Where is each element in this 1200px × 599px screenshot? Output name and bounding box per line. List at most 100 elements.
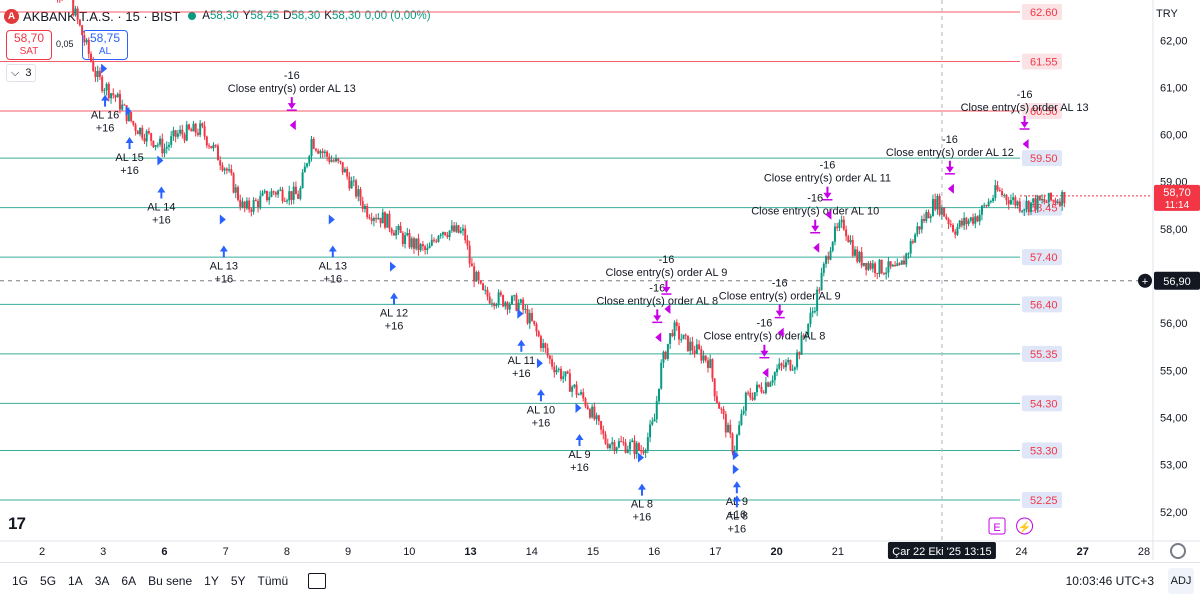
candle-body <box>317 150 320 154</box>
candle-body <box>397 225 400 231</box>
candle-body <box>675 322 678 327</box>
candle-body <box>372 217 375 221</box>
settings-gear-icon[interactable] <box>1170 543 1186 559</box>
candle-body <box>147 131 150 134</box>
candle-body <box>633 440 636 455</box>
candle-body <box>916 226 919 235</box>
buy-entry-marker <box>390 261 397 272</box>
level-badge <box>1022 395 1062 412</box>
candle-body <box>642 451 645 454</box>
candle-body <box>136 130 139 135</box>
candle-body <box>798 352 801 355</box>
range-button-5[interactable]: Bu sene <box>148 574 193 588</box>
candle-body <box>865 262 868 270</box>
candle-body <box>1014 197 1017 206</box>
range-button-2[interactable]: 1A <box>68 574 83 588</box>
range-button-7[interactable]: 5Y <box>230 574 246 588</box>
tradingview-logo-icon[interactable]: 17 <box>8 514 26 533</box>
candle-body <box>370 218 373 221</box>
adj-button[interactable]: ADJ <box>1168 568 1194 594</box>
range-button-1[interactable]: 5G <box>40 574 57 588</box>
candle-body <box>225 168 228 171</box>
candle-body <box>508 304 511 310</box>
candle-body <box>519 299 522 303</box>
candle-body <box>686 335 689 351</box>
candle-body <box>375 217 378 220</box>
candle-body <box>145 131 148 142</box>
calendar-icon[interactable] <box>308 573 327 589</box>
candle-body <box>867 263 870 270</box>
close-arrow-icon <box>775 304 784 317</box>
candle-body <box>577 394 580 396</box>
candle-body <box>263 190 266 193</box>
price-chart[interactable]: 62,0061,0060,0059,0058,0057,0056,0055,00… <box>0 0 1200 560</box>
candle-body <box>889 261 892 267</box>
buy-arrow-icon <box>732 495 741 508</box>
candle-body <box>428 245 431 249</box>
candle-body <box>279 189 282 191</box>
range-button-6[interactable]: 1Y <box>204 574 219 588</box>
x-tick-label: 21 <box>832 546 844 558</box>
currency-label[interactable]: TRY <box>1156 8 1178 20</box>
buy-button[interactable]: 58,75 AL <box>82 30 128 60</box>
candle-body <box>840 219 843 223</box>
candle-body <box>381 212 384 224</box>
candle-body <box>1007 200 1010 205</box>
candle-body <box>159 138 162 145</box>
buy-arrow-icon <box>536 389 545 402</box>
market-open-dot-icon <box>188 12 197 20</box>
candle-body <box>635 443 638 455</box>
candle-body <box>767 382 770 387</box>
candle-body <box>174 130 177 137</box>
close-qty: -16 <box>807 193 823 205</box>
candle-body <box>107 83 110 99</box>
range-button-4[interactable]: 6A <box>121 574 137 588</box>
buy-label: AL 15 <box>115 152 143 164</box>
candle-body <box>531 313 534 321</box>
clock-readout[interactable]: 10:03:46 UTC+3 <box>1065 574 1154 588</box>
candle-body <box>464 228 467 241</box>
candle-body <box>985 205 988 207</box>
candle-body <box>898 263 901 265</box>
buy-entry-marker <box>732 450 739 461</box>
candle-body <box>649 424 652 438</box>
candle-body <box>800 335 803 355</box>
candle-body <box>337 158 340 161</box>
candle-body <box>346 168 349 177</box>
candle-body <box>1043 198 1046 202</box>
x-tick-label: 20 <box>771 546 783 558</box>
candle-body <box>974 216 977 224</box>
candle-body <box>475 272 478 282</box>
candle-body <box>203 126 206 137</box>
candle-body <box>960 220 963 226</box>
candle-body <box>98 70 101 77</box>
candle-body <box>849 240 852 243</box>
candle-body <box>914 234 917 243</box>
crosshair-date-badge <box>887 542 996 559</box>
candle-body <box>141 127 144 139</box>
candle-body <box>76 8 79 20</box>
candle-body <box>646 437 649 450</box>
candle-body <box>829 250 832 260</box>
close-arrow-icon <box>1020 116 1029 129</box>
candle-body <box>755 384 758 393</box>
close-qty: -16 <box>772 278 788 290</box>
candle-body <box>624 442 627 453</box>
candle-body <box>1045 201 1048 203</box>
buy-qty: +16 <box>385 321 404 333</box>
indicators-toggle[interactable]: ⌵ 3 <box>6 64 37 82</box>
candle-body <box>862 262 865 266</box>
candle-body <box>268 197 271 201</box>
candle-body <box>341 162 344 173</box>
sell-button[interactable]: 58,70 SAT <box>6 30 52 60</box>
candle-body <box>787 360 790 363</box>
candle-body <box>789 360 792 371</box>
close-label: Close entry(s) order AL 13 <box>228 83 356 95</box>
range-button-0[interactable]: 1G <box>12 574 29 588</box>
range-button-3[interactable]: 3A <box>94 574 110 588</box>
range-button-8[interactable]: Tümü <box>257 574 289 588</box>
candle-body <box>593 406 596 420</box>
candle-body <box>735 434 738 451</box>
sell-label: SAT <box>19 46 39 57</box>
x-tick-label: 15 <box>587 546 599 558</box>
